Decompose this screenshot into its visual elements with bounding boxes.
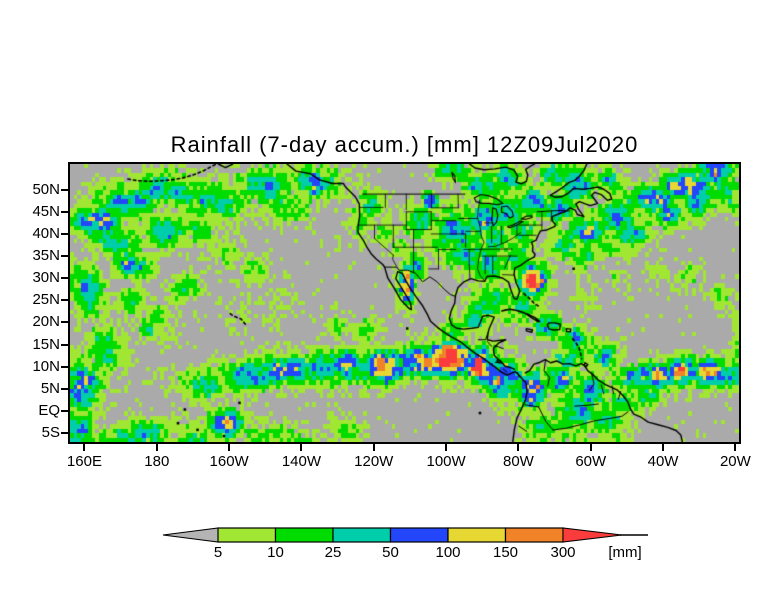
colorbar-segment: [504, 527, 564, 543]
lat-tick-label: 20N: [32, 313, 60, 331]
lon-tick-mark: [155, 444, 158, 451]
lat-tick-mark: [61, 343, 68, 346]
lat-tick-label: 10N: [32, 357, 60, 375]
lon-tick-label: 160E: [66, 453, 102, 470]
colorbar-segment: [389, 527, 449, 543]
lat-tick-label: 15N: [32, 335, 60, 353]
lon-tick-label: 60W: [575, 453, 607, 470]
lat-tick-mark: [61, 387, 68, 390]
colorbar-segment: [447, 527, 507, 543]
lon-tick-label: 20W: [719, 453, 751, 470]
colorbar-tick-label: 50: [382, 544, 399, 561]
lon-tick-mark: [228, 444, 231, 451]
colorbar-tick-label: 5: [213, 544, 223, 561]
colorbar-segment: [217, 527, 277, 543]
lon-tick-mark: [662, 444, 665, 451]
colorbar-tick-label: 150: [492, 544, 519, 561]
lat-tick-mark: [61, 232, 68, 235]
lat-tick-label: 50N: [32, 180, 60, 198]
rainfall-map-canvas: [70, 164, 739, 442]
colorbar-tick-label: 100: [435, 544, 461, 561]
colorbar-under-arrow: [162, 527, 219, 543]
lat-tick-mark: [61, 299, 68, 302]
lat-tick-label: 30N: [32, 269, 60, 287]
lat-tick-mark: [61, 210, 68, 213]
lon-tick-label: 80W: [502, 453, 534, 470]
lat-tick-mark: [61, 365, 68, 368]
colorbar-segment: [332, 527, 392, 543]
lat-tick-label: 5S: [41, 424, 60, 442]
lon-tick-mark: [445, 444, 448, 451]
lon-tick-label: 100W: [426, 453, 466, 470]
lat-tick-label: 25N: [32, 291, 60, 309]
lat-tick-mark: [61, 277, 68, 280]
colorbar-unit-label: [mm]: [608, 544, 642, 561]
colorbar-tick-label: 300: [550, 544, 576, 561]
lon-tick-mark: [300, 444, 303, 451]
lat-tick-label: EQ: [38, 402, 60, 419]
lon-tick-mark: [372, 444, 375, 451]
colorbar: [162, 527, 648, 543]
lon-tick-mark: [517, 444, 520, 451]
lon-tick-label: 140W: [281, 453, 322, 470]
lat-tick-mark: [61, 321, 68, 324]
lon-tick-label: 180: [144, 453, 170, 470]
lon-tick-label: 40W: [647, 453, 679, 470]
colorbar-tick-label: 25: [324, 544, 342, 561]
lat-tick-mark: [61, 188, 68, 191]
colorbar-over-arrow: [562, 527, 623, 543]
lat-tick-mark: [61, 255, 68, 258]
lon-tick-mark: [589, 444, 592, 451]
lon-tick-mark: [83, 444, 86, 451]
lon-tick-label: 120W: [354, 453, 394, 470]
lat-tick-label: 35N: [32, 247, 60, 265]
map-plot-frame: [68, 162, 741, 444]
lat-tick-label: 40N: [32, 224, 60, 242]
lon-tick-mark: [734, 444, 737, 451]
lat-tick-label: 5N: [40, 379, 60, 397]
lat-tick-mark: [61, 410, 68, 412]
colorbar-tick-label: 10: [267, 544, 284, 561]
lat-tick-label: 45N: [32, 202, 60, 220]
lat-tick-mark: [61, 432, 68, 435]
lon-tick-label: 160W: [209, 453, 249, 470]
colorbar-segment: [274, 527, 334, 543]
chart-title: Rainfall (7-day accum.) [mm] 12Z09Jul202…: [170, 132, 639, 157]
